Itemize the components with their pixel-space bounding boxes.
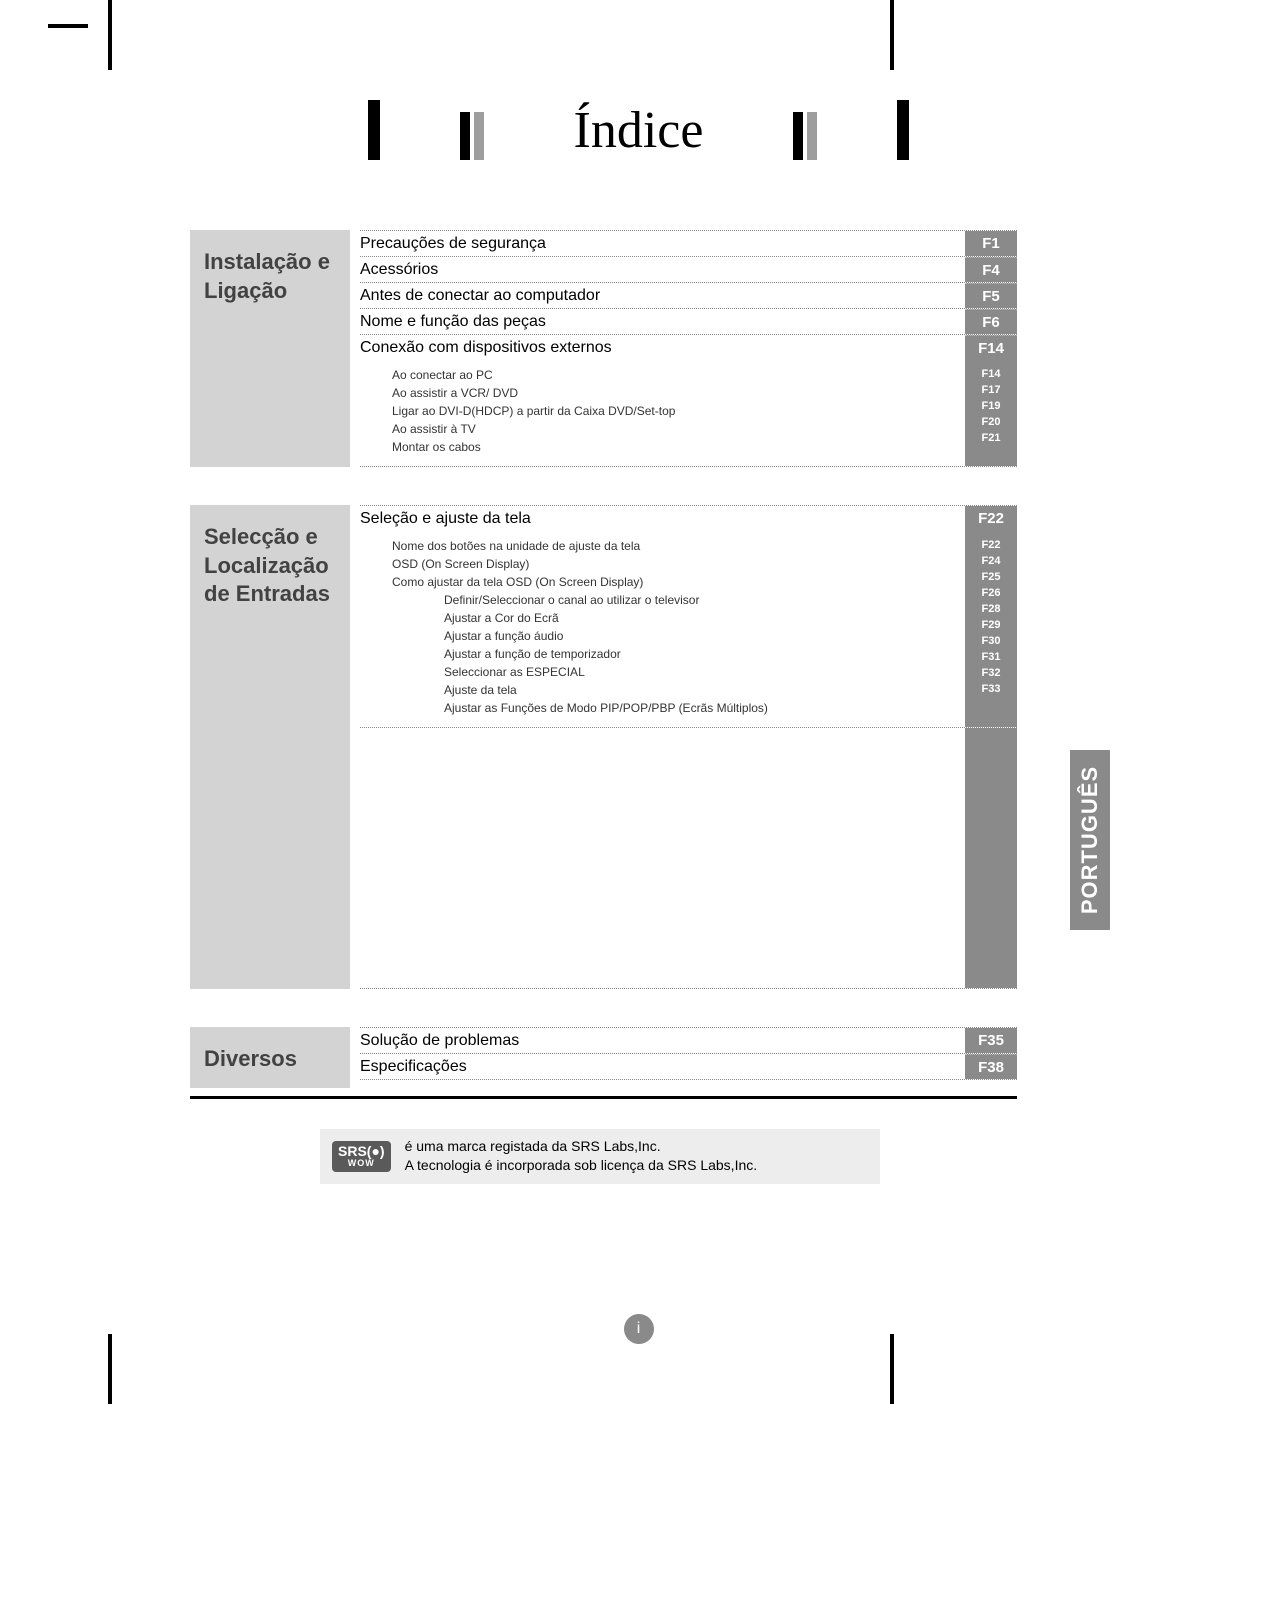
- toc-subitem: Seleccionar as ESPECIAL: [392, 663, 965, 681]
- toc-subitem: Ajuste da tela: [392, 681, 965, 699]
- toc-item-page: F1: [965, 231, 1017, 256]
- language-tab: PORTUGUÊS: [1070, 750, 1110, 930]
- toc-subitem: Montar os cabos: [392, 438, 965, 456]
- toc-subitem-page: F21: [965, 430, 1017, 446]
- decorative-bars-left: [368, 100, 484, 160]
- toc-subitem-page: F24: [965, 553, 1017, 569]
- toc-item-label: Especificações: [360, 1054, 965, 1079]
- toc-section: Instalação e LigaçãoPrecauções de segura…: [190, 230, 1017, 467]
- toc-subitem: Como ajustar da tela OSD (On Screen Disp…: [392, 573, 965, 591]
- toc-subitem-page: F22: [965, 537, 1017, 553]
- toc-sublist: Ao conectar ao PCAo assistir a VCR/ DVDL…: [360, 360, 965, 466]
- toc-subitem-page: F33: [965, 681, 1017, 697]
- toc-item-label: Acessórios: [360, 257, 965, 282]
- srs-line1: é uma marca registada da SRS Labs,Inc.: [405, 1137, 758, 1157]
- toc-subitem: OSD (On Screen Display): [392, 555, 965, 573]
- section-heading: Instalação e Ligação: [190, 230, 350, 467]
- toc-subitem: Ao conectar ao PC: [392, 366, 965, 384]
- toc-row: EspecificaçõesF38: [360, 1053, 1017, 1080]
- toc-subitem-page: F25: [965, 569, 1017, 585]
- section-body: Seleção e ajuste da telaF22Nome dos botõ…: [360, 505, 1017, 989]
- toc-item-page: F4: [965, 257, 1017, 282]
- toc-row: Seleção e ajuste da telaF22: [360, 505, 1017, 531]
- toc-row: Conexão com dispositivos externosF14: [360, 334, 1017, 360]
- toc-subpages: F14F17F19F20F21: [965, 360, 1017, 466]
- page-number: i: [624, 1314, 654, 1344]
- toc-section: DiversosSolução de problemasF35Especific…: [190, 1027, 1017, 1088]
- toc-subitem: Ajustar a função de temporizador: [392, 645, 965, 663]
- toc-subitem-page: F31: [965, 649, 1017, 665]
- toc-subitem: Definir/Seleccionar o canal ao utilizar …: [392, 591, 965, 609]
- toc-subitem-page: F14: [965, 366, 1017, 382]
- crop-mark: [890, 1334, 894, 1404]
- toc-row: Precauções de segurançaF1: [360, 230, 1017, 256]
- toc-sublist: Nome dos botões na unidade de ajuste da …: [360, 531, 965, 727]
- section-heading: Diversos: [190, 1027, 350, 1088]
- toc-item-label: Antes de conectar ao computador: [360, 283, 965, 308]
- toc-subitem: Nome dos botões na unidade de ajuste da …: [392, 537, 965, 555]
- toc-subblock: Ao conectar ao PCAo assistir a VCR/ DVDL…: [360, 360, 1017, 466]
- toc-item-page: F5: [965, 283, 1017, 308]
- toc-item-page: F35: [965, 1028, 1017, 1053]
- toc-subitem-page: F19: [965, 398, 1017, 414]
- toc-subitem: Ligar ao DVI-D(HDCP) a partir da Caixa D…: [392, 402, 965, 420]
- toc-subitem: Ajustar as Funções de Modo PIP/POP/PBP (…: [392, 699, 965, 717]
- section-body: Precauções de segurançaF1AcessóriosF4Ant…: [360, 230, 1017, 467]
- toc-section: Selecção e Localização de EntradasSeleçã…: [190, 505, 1017, 989]
- decorative-bars-right: [793, 100, 909, 160]
- srs-line2: A tecnologia é incorporada sob licença d…: [405, 1156, 758, 1176]
- toc-item-page: F22: [965, 506, 1017, 531]
- toc-subitem-page: F28: [965, 601, 1017, 617]
- toc-subitem-page: F17: [965, 382, 1017, 398]
- toc-content: Instalação e LigaçãoPrecauções de segura…: [190, 230, 1017, 1099]
- toc-row: AcessóriosF4: [360, 256, 1017, 282]
- toc-subitem-page: F32: [965, 665, 1017, 681]
- toc-subitem: Ao assistir à TV: [392, 420, 965, 438]
- toc-subpages: F22F24F25F26F28F29F30F31F32F33: [965, 531, 1017, 727]
- toc-item-label: Solução de problemas: [360, 1028, 965, 1053]
- crop-mark: [108, 0, 112, 70]
- toc-item-label: Precauções de segurança: [360, 231, 965, 256]
- toc-subitem-page: F30: [965, 633, 1017, 649]
- toc-item-label: Conexão com dispositivos externos: [360, 335, 965, 360]
- srs-badge-bottom: WOW: [338, 1159, 385, 1169]
- section-divider: [190, 1096, 1017, 1099]
- toc-subitem: Ajustar a função áudio: [392, 627, 965, 645]
- toc-item-page: F6: [965, 309, 1017, 334]
- toc-subblock: Nome dos botões na unidade de ajuste da …: [360, 531, 1017, 727]
- toc-item-label: Nome e função das peças: [360, 309, 965, 334]
- toc-subitem: Ao assistir a VCR/ DVD: [392, 384, 965, 402]
- toc-subitem: Ajustar a Cor do Ecrã: [392, 609, 965, 627]
- toc-subitem-page: F20: [965, 414, 1017, 430]
- crop-mark: [890, 0, 894, 70]
- srs-badge-top: SRS(●): [338, 1144, 385, 1159]
- toc-subitem-page: F26: [965, 585, 1017, 601]
- toc-item-page: F38: [965, 1054, 1017, 1079]
- srs-badge: SRS(●) WOW: [332, 1141, 391, 1172]
- title-row: Índice: [170, 100, 1107, 160]
- toc-item-page: F14: [965, 335, 1017, 360]
- crop-mark: [48, 24, 88, 28]
- srs-info-box: SRS(●) WOW é uma marca registada da SRS …: [320, 1129, 880, 1184]
- srs-text: é uma marca registada da SRS Labs,Inc. A…: [405, 1137, 758, 1176]
- toc-row: Antes de conectar ao computadorF5: [360, 282, 1017, 308]
- toc-subitem-page: F29: [965, 617, 1017, 633]
- page-title: Índice: [574, 101, 704, 160]
- toc-row: Solução de problemasF35: [360, 1027, 1017, 1053]
- crop-mark: [108, 1334, 112, 1404]
- section-heading: Selecção e Localização de Entradas: [190, 505, 350, 989]
- toc-item-label: Seleção e ajuste da tela: [360, 506, 965, 531]
- language-tab-label: PORTUGUÊS: [1077, 766, 1103, 914]
- section-body: Solução de problemasF35EspecificaçõesF38: [360, 1027, 1017, 1088]
- toc-row: Nome e função das peçasF6: [360, 308, 1017, 334]
